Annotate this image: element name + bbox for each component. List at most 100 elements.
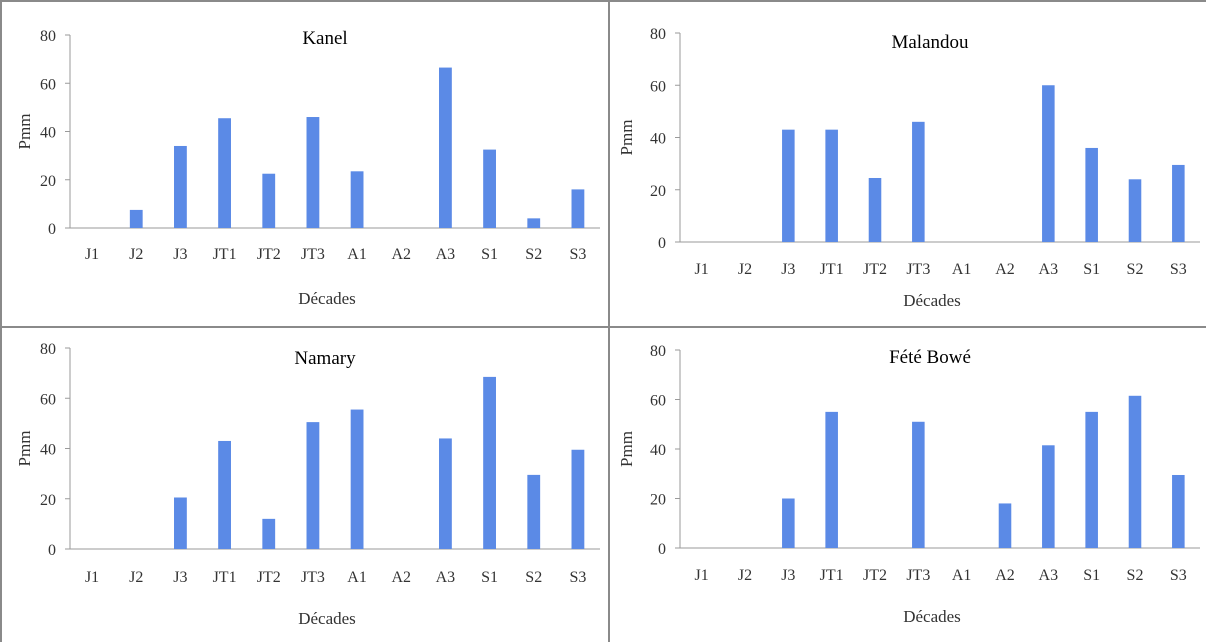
bar-a1	[350, 409, 364, 549]
y-tick-label: 20	[650, 492, 666, 509]
y-tick-label: 80	[650, 26, 666, 43]
chart-title: Kanel	[302, 28, 347, 49]
chart-title: Fété Bowé	[889, 347, 971, 368]
bar-a3	[1042, 85, 1055, 242]
bar-s2	[1128, 395, 1142, 548]
panel-divider-vertical	[608, 0, 610, 642]
bar-s1	[483, 376, 496, 549]
chart-panel-namary: Namary 0 20 40 60 80 Pmm J1 J2 J3 JT1 JT2 JT3 A1 A2 A3 S…	[2, 328, 606, 642]
x-tick-label: S2	[525, 569, 542, 586]
x-tick-label: S3	[1170, 261, 1187, 278]
x-tick-label: A1	[347, 246, 367, 263]
y-axis-label: Pmm	[15, 431, 34, 467]
y-tick-label: 0	[658, 235, 666, 252]
bar-jt2	[262, 518, 276, 549]
y-tick-label: 80	[40, 28, 56, 45]
x-tick-label: A2	[995, 567, 1015, 584]
x-tick-label: JT1	[213, 246, 237, 263]
bar-jt2	[868, 177, 882, 242]
y-axis-label: Pmm	[617, 120, 636, 156]
y-tick-label: 40	[650, 131, 666, 148]
y-tick-label: 40	[40, 442, 56, 459]
bar-jt3	[912, 421, 925, 548]
y-tick-label: 40	[40, 125, 56, 142]
x-axis-label: Décades	[298, 609, 356, 628]
bar-s3	[1172, 474, 1185, 548]
bar-a3	[439, 67, 452, 228]
bar-a3	[1042, 445, 1055, 548]
bar-jt3	[306, 422, 320, 549]
bar-s1	[1085, 147, 1098, 242]
chart-panel-kanel: Kanel 0 20 40 60 80 Pmm J1 J2 J3 JT1 JT2 JT3 A1 A2 A3 S1…	[2, 2, 606, 324]
bar-jt2	[262, 173, 276, 228]
x-tick-label: JT2	[257, 569, 281, 586]
x-tick-label: S3	[569, 569, 586, 586]
x-tick-label: JT2	[257, 246, 281, 263]
chart-title: Namary	[294, 348, 356, 369]
x-tick-label: J1	[695, 261, 709, 278]
x-tick-label: J3	[781, 567, 795, 584]
x-tick-label: JT1	[213, 569, 237, 586]
x-axis-label: Décades	[903, 291, 961, 310]
x-tick-label: J2	[129, 569, 143, 586]
x-tick-label: A1	[952, 261, 972, 278]
bar-a2	[998, 503, 1012, 548]
x-tick-label: S2	[1127, 261, 1144, 278]
bar-jt1	[825, 411, 838, 548]
x-tick-label: J2	[738, 261, 752, 278]
y-tick-label: 80	[650, 343, 666, 360]
panel-divider-horizontal	[0, 326, 1206, 328]
y-tick-label: 40	[650, 442, 666, 459]
x-tick-label: S3	[1170, 567, 1187, 584]
y-axis-label: Pmm	[15, 114, 34, 150]
chart-kanel: Kanel 0 20 40 60 80 Pmm J1 J2 J3 JT1 JT2 JT3 A1 A2 A3 S1…	[15, 28, 600, 308]
bar-j3	[782, 498, 795, 548]
bar-s3	[571, 449, 585, 549]
y-axis-label: Pmm	[617, 431, 636, 467]
x-axis-label: Décades	[903, 607, 961, 626]
bar-j3	[174, 145, 187, 228]
y-tick-label: 60	[650, 393, 666, 410]
chart-panel-malandou: Malandou 0 20 40 60 80 Pmm J1 J2 J3 JT1 JT2 JT3 A1 A2 A…	[610, 2, 1206, 324]
x-tick-label: A3	[1039, 261, 1059, 278]
x-tick-label: A2	[391, 569, 411, 586]
bar-jt1	[825, 129, 838, 242]
x-tick-label: S2	[1127, 567, 1144, 584]
x-tick-label: JT1	[820, 261, 844, 278]
y-tick-label: 0	[658, 541, 666, 558]
bar-jt3	[912, 121, 925, 242]
chart-title: Malandou	[891, 32, 969, 53]
x-tick-label: A1	[952, 567, 972, 584]
frame-left-edge	[0, 0, 2, 642]
chart-fete-bowe: Fété Bowé 0 20 40 60 80 Pmm J1 J2 J3 JT1 JT2 JT3 A1 A2…	[617, 343, 1200, 626]
x-tick-label: A2	[391, 246, 411, 263]
frame-top-edge	[0, 0, 1206, 2]
x-tick-label: JT3	[906, 567, 930, 584]
x-tick-label: J3	[173, 246, 187, 263]
y-tick-label: 60	[650, 78, 666, 95]
x-tick-label: A2	[995, 261, 1015, 278]
bar-s1	[483, 149, 496, 228]
bar-s3	[1172, 164, 1185, 242]
bar-jt3	[306, 117, 320, 228]
chart-namary: Namary 0 20 40 60 80 Pmm J1 J2 J3 JT1 JT2 JT3 A1 A2 A3 S…	[15, 341, 600, 628]
y-tick-label: 60	[40, 391, 56, 408]
chart-malandou: Malandou 0 20 40 60 80 Pmm J1 J2 J3 JT1 JT2 JT3 A1 A2 A…	[617, 26, 1200, 310]
bar-s2	[527, 218, 541, 228]
bar-j3	[174, 497, 187, 549]
bar-j3	[782, 129, 795, 242]
y-tick-label: 20	[40, 492, 56, 509]
bar-jt1	[218, 440, 231, 549]
x-tick-label: J3	[173, 569, 187, 586]
y-tick-label: 80	[40, 341, 56, 358]
y-tick-label: 60	[40, 76, 56, 93]
y-tick-label: 0	[48, 542, 56, 559]
x-tick-label: S1	[481, 569, 498, 586]
x-tick-label: JT2	[863, 567, 887, 584]
bar-s2	[1128, 179, 1142, 242]
x-tick-label: S1	[1083, 567, 1100, 584]
bar-j2	[129, 209, 143, 228]
bar-a1	[350, 171, 364, 228]
bar-s2	[527, 474, 541, 549]
x-tick-label: A3	[436, 246, 456, 263]
